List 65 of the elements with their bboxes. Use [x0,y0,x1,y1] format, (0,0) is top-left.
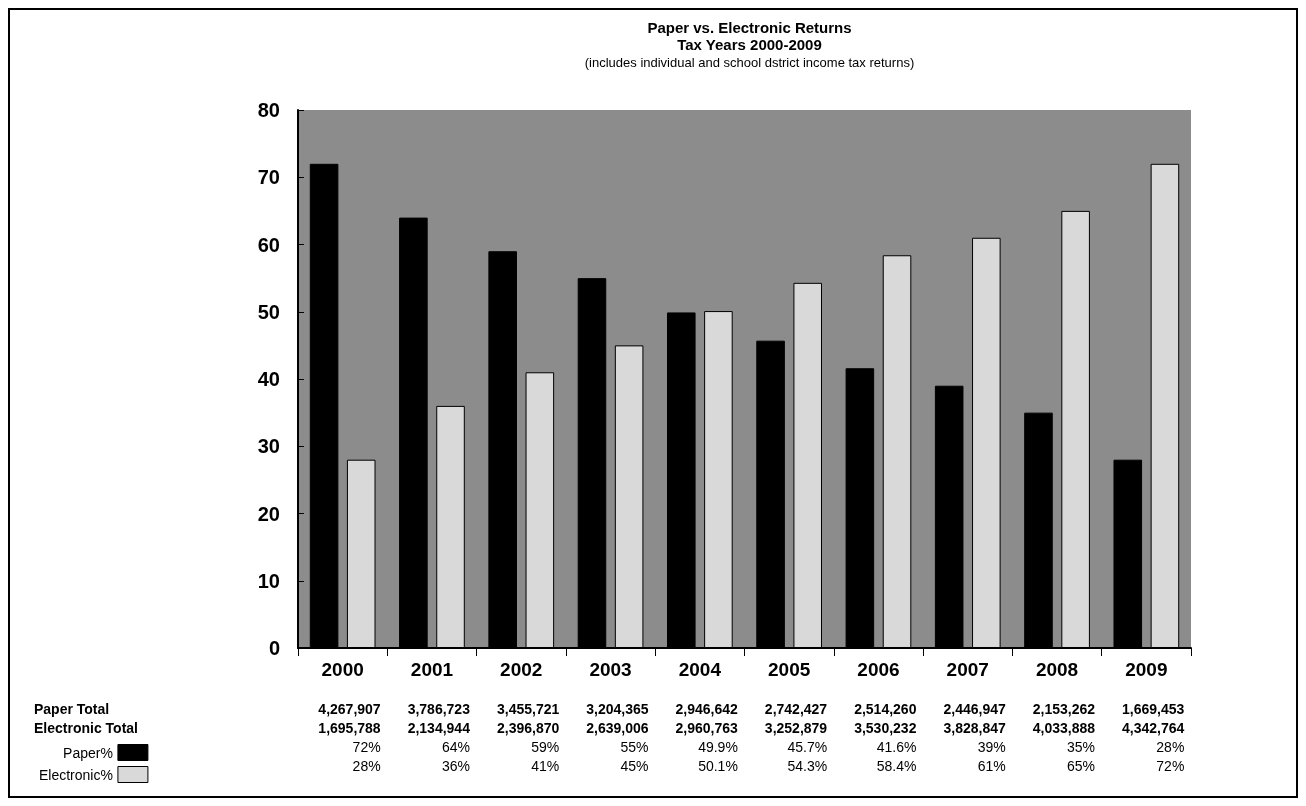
text: 3,252,879 [764,720,828,736]
text: 2,639,006 [586,720,649,736]
text: 3,204,365 [586,701,649,717]
text: 1,669,453 [1122,701,1185,717]
x-tick-label: 2008 [1035,659,1079,680]
x-tick-label: 2007 [946,659,989,680]
y-tick-label: 0 [268,637,280,659]
data-label: 54.3% [787,758,828,774]
data-label: 28% [1156,739,1185,755]
data-label: 64% [441,739,470,755]
data-label: 36% [441,758,470,774]
y-tick-label: 60 [257,233,280,256]
data-label: 55% [620,739,649,755]
text: 3,786,723 [407,701,471,717]
data-label: 45.7% [787,739,828,755]
x-tick-label: 2005 [768,659,811,680]
legend-label: Paper% [63,744,113,761]
text: 2,396,870 [496,720,560,736]
data-label: 28% [352,758,381,774]
y-tick-label: 80 [257,99,280,121]
x-tick-label: 2003 [589,659,632,680]
legend-label: Electronic% [39,766,113,783]
x-tick-label: 2009 [1125,659,1168,680]
data-label: 49.9% [698,739,738,755]
text: 2,960,763 [675,720,739,736]
data-label: 72% [1156,758,1185,774]
text: 2,514,260 [854,701,917,717]
text: 2,946,642 [675,701,739,717]
x-tick-label: 2001 [410,659,454,680]
data-label: 72% [352,739,381,755]
text: 4,033,888 [1032,720,1096,736]
text: Paper Total [34,701,110,717]
data-label: 39% [977,739,1006,755]
text: 3,828,847 [943,720,1006,736]
x-tick-label: 2006 [857,659,900,680]
text: 3,455,721 [496,701,560,717]
data-label: 58.4% [876,758,917,774]
x-tick-label: 2000 [321,659,364,680]
text: 1,695,788 [318,720,381,736]
data-label: 65% [1067,758,1096,774]
text: 4,267,907 [318,701,381,717]
data-label: 41.6% [876,739,917,755]
x-tick-label: 2002 [500,659,543,680]
data-label: 45% [620,758,649,774]
y-tick-label: 30 [257,435,280,458]
text: 2,153,262 [1032,701,1096,717]
y-tick-label: 10 [257,569,280,592]
text: Electronic Total [34,720,138,736]
data-label: 50.1% [698,758,738,774]
data-label: 35% [1067,739,1096,755]
text: 2,446,947 [943,701,1006,717]
y-tick-label: 20 [257,502,280,525]
y-tick-label: 70 [257,166,280,189]
chart-title: Paper vs. Electronic Returns Tax Years 2000-2009 [647,19,852,53]
text: 2,742,427 [764,701,828,717]
text: 4,342,764 [1122,720,1185,736]
x-tick-label: 2004 [678,659,722,680]
y-tick-label: 40 [257,368,280,390]
text: 3,530,232 [854,720,917,736]
data-label: 61% [977,758,1006,774]
data-label: 41% [531,758,560,774]
y-tick-label: 50 [257,300,280,323]
text: 2,134,944 [407,720,471,736]
data-label: 59% [531,739,560,755]
chart-subtitle: (includes individual and school dstrict income tax returns) [584,55,915,70]
